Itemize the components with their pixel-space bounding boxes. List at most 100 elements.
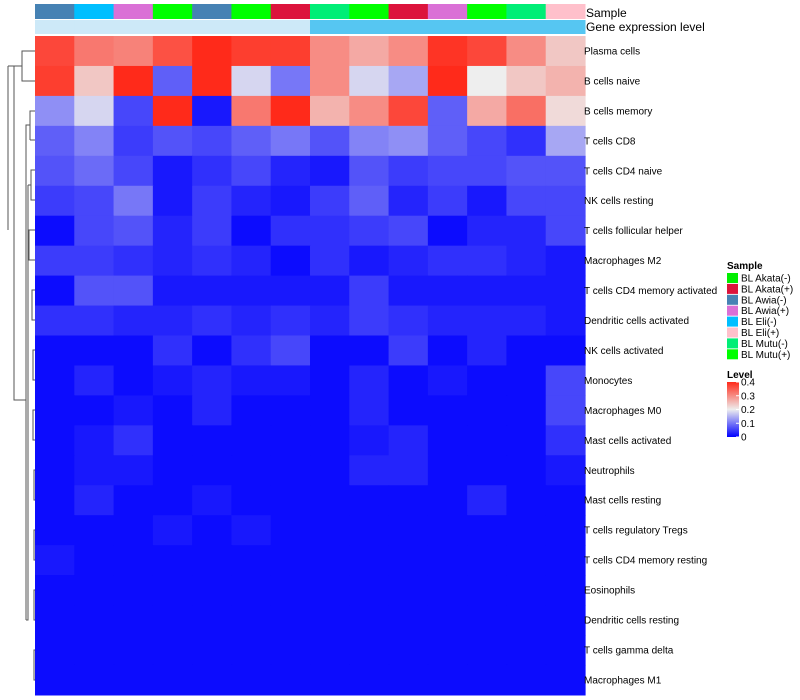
heatmap-cell — [467, 395, 508, 426]
row-label: NK cells resting — [584, 196, 653, 207]
heatmap-cell — [192, 485, 233, 516]
heatmap-cell — [270, 305, 311, 337]
heatmap-cell — [74, 65, 115, 97]
sample-legend-title: Sample — [727, 261, 763, 272]
heatmap-cell — [35, 155, 75, 187]
row-label: Plasma cells — [584, 46, 640, 57]
heatmap-cell — [427, 575, 468, 606]
heatmap-cell — [35, 664, 75, 696]
heatmap-cell — [192, 455, 233, 486]
sample-annotation-cell — [152, 4, 193, 19]
heatmap-cell — [152, 395, 193, 426]
heatmap-cell — [113, 245, 154, 277]
heatmap-cell — [349, 635, 390, 666]
row-label: T cells CD4 memory activated — [584, 286, 717, 297]
heatmap-cell — [231, 155, 272, 187]
row-label: T cells regulatory Tregs — [584, 526, 688, 537]
heatmap-cell — [506, 365, 547, 396]
expression-annotation-cell — [152, 20, 193, 34]
heatmap-cell — [467, 575, 508, 606]
sample-legend-swatch — [727, 273, 738, 283]
heatmap-cell — [309, 425, 350, 456]
heatmap-cell — [270, 275, 311, 307]
row-label: Monocytes — [584, 376, 632, 387]
heatmap-cell — [231, 605, 272, 636]
sample-legend-swatch — [727, 349, 738, 360]
heatmap-cell — [231, 36, 272, 67]
heatmap-cell — [545, 575, 586, 606]
heatmap-cell — [231, 275, 272, 307]
heatmap-cell — [427, 365, 468, 396]
heatmap-cell — [467, 125, 508, 157]
heatmap-cells — [35, 36, 586, 696]
heatmap-cell — [113, 515, 154, 546]
heatmap-cell — [545, 664, 586, 696]
sample-legend-label: BL Eli(-) — [741, 317, 777, 328]
sample-legend-swatch — [727, 316, 738, 327]
sample-annotation-cell — [231, 4, 272, 19]
heatmap-cell — [192, 245, 233, 277]
heatmap-cell — [388, 635, 429, 666]
heatmap-cell — [467, 664, 508, 696]
heatmap-cell — [152, 245, 193, 277]
heatmap-cell — [427, 335, 468, 367]
heatmap-cell — [545, 545, 586, 576]
heatmap-cell — [113, 545, 154, 576]
heatmap-cell — [74, 365, 115, 396]
level-legend-tick-label: 0.1 — [741, 419, 755, 430]
heatmap-cell — [349, 365, 390, 396]
heatmap-cell — [467, 305, 508, 337]
heatmap-cell — [545, 305, 586, 337]
heatmap-cell — [270, 245, 311, 277]
heatmap-cell — [349, 155, 390, 187]
heatmap-cell — [152, 125, 193, 157]
heatmap-cell — [506, 425, 547, 456]
heatmap-cell — [270, 664, 311, 696]
heatmap-cell — [545, 95, 586, 127]
heatmap-cell — [192, 305, 233, 337]
row-labels: Plasma cells B cells naive B cells memory T… — [584, 46, 717, 686]
heatmap-cell — [388, 215, 429, 247]
heatmap-cell — [506, 485, 547, 516]
row-label: T cells CD4 memory resting — [584, 556, 707, 567]
heatmap-cell — [35, 245, 75, 277]
sample-legend-label: BL Mutu(+) — [741, 350, 790, 361]
heatmap-cell — [506, 155, 547, 187]
heatmap-cell — [349, 335, 390, 367]
heatmap-cell — [309, 305, 350, 337]
heatmap-cell — [113, 155, 154, 187]
heatmap-cell — [152, 664, 193, 696]
heatmap-cell — [74, 185, 115, 217]
heatmap-cell — [427, 245, 468, 277]
heatmap-cell — [231, 635, 272, 666]
row-label: T cells CD8 — [584, 136, 636, 147]
sample-legend: Sample BL Akata(-)BL Akata(+)BL Awia(-)B… — [727, 261, 793, 361]
heatmap-cell — [152, 455, 193, 486]
heatmap-cell — [113, 575, 154, 606]
expression-annotation-cell — [35, 20, 75, 34]
heatmap-cell — [152, 425, 193, 456]
heatmap-cell — [427, 36, 468, 67]
heatmap-cell — [35, 65, 75, 97]
heatmap-cell — [74, 455, 115, 486]
heatmap-cell — [427, 155, 468, 187]
heatmap-cell — [74, 545, 115, 576]
expression-annotation-label: Gene expression level — [586, 20, 705, 34]
heatmap-cell — [74, 515, 115, 546]
heatmap-cell — [152, 545, 193, 576]
heatmap-cell — [506, 335, 547, 367]
expression-annotation-cell — [427, 20, 468, 34]
heatmap-cell — [349, 425, 390, 456]
heatmap-cell — [349, 275, 390, 307]
heatmap-cell — [113, 664, 154, 696]
heatmap-cell — [113, 125, 154, 157]
sample-annotation-cell — [388, 4, 429, 19]
heatmap-cell — [388, 575, 429, 606]
heatmap-cell — [35, 575, 75, 606]
sample-legend-swatch — [727, 294, 738, 305]
heatmap-cell — [231, 485, 272, 516]
heatmap-cell — [388, 36, 429, 67]
heatmap-cell — [231, 575, 272, 606]
heatmap-cell — [506, 215, 547, 247]
heatmap-cell — [388, 455, 429, 486]
